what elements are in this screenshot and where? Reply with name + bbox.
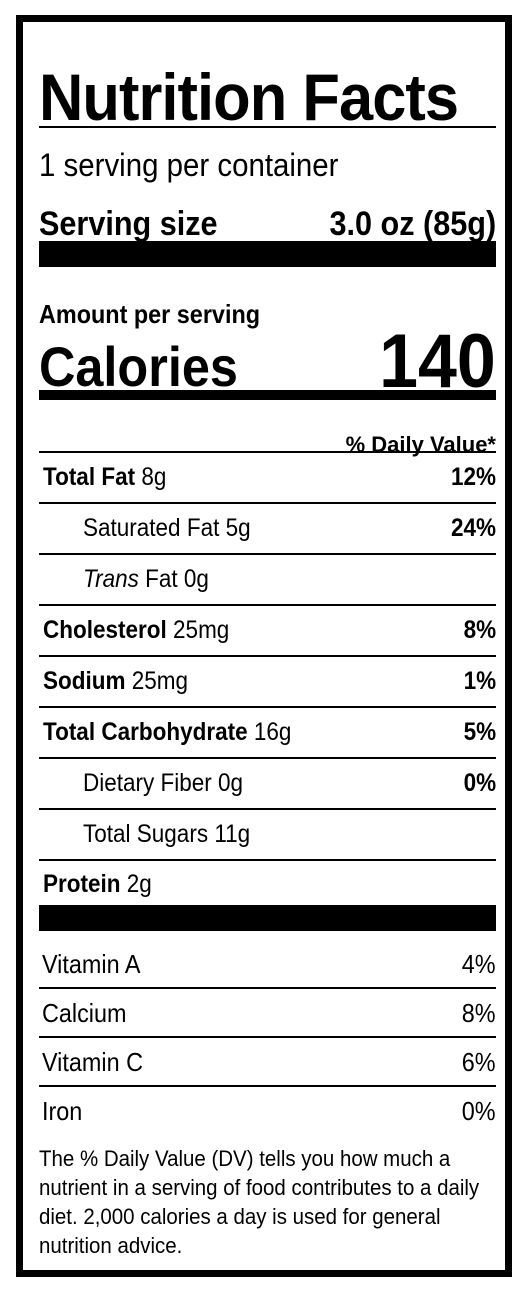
nutrient-dv: 8%	[463, 616, 496, 644]
nutrient-amount: 0g	[218, 769, 244, 797]
nutrient-name: Dietary Fiber	[83, 769, 212, 797]
vitamin-row-vitamin-a: Vitamin A 4%	[39, 941, 496, 987]
nutrient-name: Cholesterol	[43, 616, 167, 644]
vitamin-name: Iron	[42, 1096, 83, 1126]
divider	[39, 502, 496, 504]
calories-row: Calories 140	[39, 322, 496, 402]
vitamin-name: Vitamin C	[42, 1047, 144, 1077]
divider	[39, 655, 496, 657]
calories-label: Calories	[39, 335, 238, 398]
nutrient-row-sodium: Sodium 25mg 1%	[39, 657, 496, 705]
vitamin-row-vitamin-c: Vitamin C 6%	[39, 1039, 496, 1085]
divider	[39, 1036, 496, 1038]
nutrient-name: Total Sugars	[83, 820, 209, 848]
divider	[39, 126, 496, 128]
nutrient-dv: 0%	[463, 769, 496, 797]
nutrient-amount: 0g	[183, 565, 209, 593]
nutrient-name: Total Carbohydrate	[43, 718, 248, 746]
nutrient-name: Protein	[43, 870, 121, 898]
serving-size-row: Serving size 3.0 oz (85g)	[39, 202, 496, 246]
divider	[39, 757, 496, 759]
divider	[39, 987, 496, 989]
nutrient-name: Total Fat	[43, 463, 136, 491]
amount-per-serving: Amount per serving	[39, 299, 261, 329]
vitamin-row-calcium: Calcium 8%	[39, 990, 496, 1036]
nutrient-row-saturated-fat: Saturated Fat 5g 24%	[39, 504, 496, 552]
nutrient-amount: 16g	[253, 718, 292, 746]
serving-size-value: 3.0 oz (85g)	[329, 205, 496, 243]
thick-divider	[39, 241, 496, 267]
divider	[39, 604, 496, 606]
nutrient-name: Fat	[145, 565, 178, 593]
vitamin-dv: 4%	[462, 949, 496, 979]
divider	[39, 706, 496, 708]
vitamin-dv: 8%	[462, 998, 496, 1028]
nutrient-amount: 25mg	[131, 667, 189, 695]
vitamin-dv: 0%	[462, 1096, 496, 1126]
serving-size-label: Serving size	[39, 205, 218, 243]
divider	[39, 451, 496, 453]
nutrient-amount: 8g	[141, 463, 167, 491]
nutrient-amount: 5g	[225, 514, 251, 542]
nutrient-name: Sodium	[43, 667, 126, 695]
nutrient-dv: 12%	[450, 463, 496, 491]
nutrient-row-total-sugars: Total Sugars 11g	[39, 810, 496, 858]
nutrient-row-protein: Protein 2g	[39, 860, 496, 908]
calories-value: 140	[379, 319, 496, 404]
divider	[39, 1085, 496, 1087]
servings-per-container: 1 serving per container	[39, 147, 339, 183]
nutrient-amount: 25mg	[173, 616, 230, 644]
footnote: The % Daily Value (DV) tells you how muc…	[39, 1146, 480, 1258]
divider	[39, 553, 496, 555]
medium-divider	[39, 390, 496, 400]
nutrition-facts-label: Nutrition Facts 1 serving per container …	[16, 15, 512, 1277]
nutrient-dv: 1%	[463, 667, 496, 695]
vitamin-name: Vitamin A	[42, 949, 141, 979]
nutrient-amount: 11g	[214, 820, 251, 848]
nutrient-row-total-fat: Total Fat 8g 12%	[39, 453, 496, 501]
vitamin-row-iron: Iron 0%	[39, 1088, 496, 1134]
thick-divider	[39, 905, 496, 931]
nutrient-row-total-carbohydrate: Total Carbohydrate 16g 5%	[39, 708, 496, 756]
nutrient-row-trans-fat: Trans Fat 0g	[39, 555, 496, 603]
vitamin-dv: 6%	[462, 1047, 496, 1077]
nutrient-amount: 2g	[126, 870, 152, 898]
vitamin-name: Calcium	[42, 998, 127, 1028]
nutrient-name-italic: Trans	[83, 565, 139, 593]
nutrient-dv: 5%	[463, 718, 496, 746]
nutrient-row-cholesterol: Cholesterol 25mg 8%	[39, 606, 496, 654]
divider	[39, 808, 496, 810]
nutrient-name: Saturated Fat	[83, 514, 220, 542]
label-title: Nutrition Facts	[39, 60, 459, 134]
nutrient-dv: 24%	[450, 514, 496, 542]
divider	[39, 859, 496, 861]
nutrient-row-dietary-fiber: Dietary Fiber 0g 0%	[39, 759, 496, 807]
